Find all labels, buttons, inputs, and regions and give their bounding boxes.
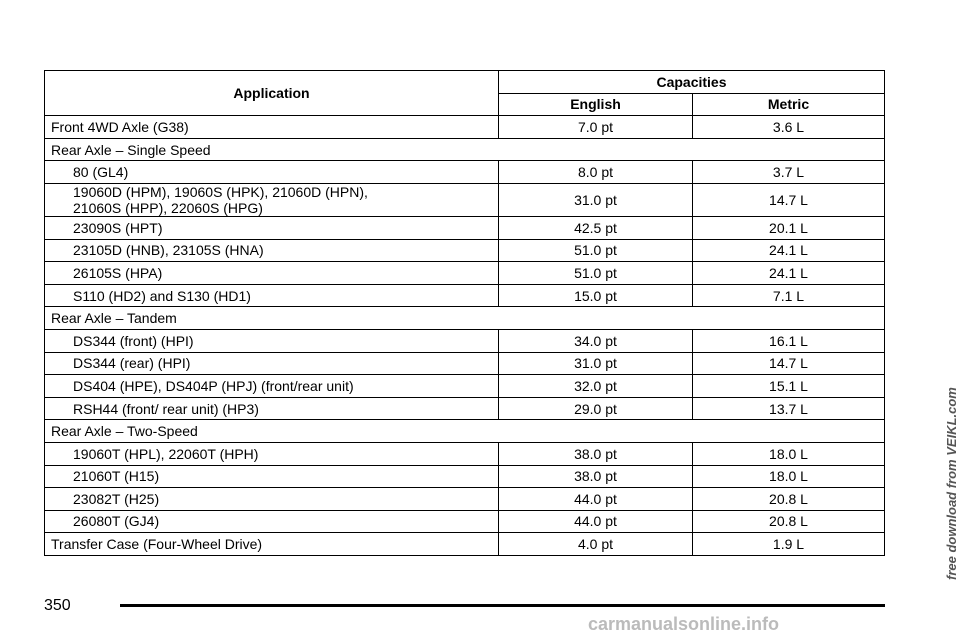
table-row: 26080T (GJ4) 44.0 pt 20.8 L [44, 509, 885, 534]
value-cell: 4.0 pt [498, 532, 693, 556]
value-cell: 18.0 L [692, 464, 885, 489]
value-cell: 24.1 L [692, 238, 885, 263]
header-cell: English [498, 92, 693, 117]
section-cell: Rear Axle – Single Speed [44, 137, 885, 162]
value-cell: 3.6 L [692, 115, 885, 139]
watermark: free download from VEIKL.com [944, 387, 959, 580]
table-row: 23105D (HNB), 23105S (HNA) 51.0 pt 24.1 L [44, 238, 885, 263]
footer-rule [120, 604, 885, 607]
value-cell: 14.7 L [692, 351, 885, 376]
table-body: Front 4WD Axle (G38) 7.0 pt 3.6 L Rear Axle… [44, 115, 885, 556]
value-cell: 18.0 L [692, 441, 885, 466]
header-cell: Metric [692, 92, 885, 117]
value-cell: 16.1 L [692, 328, 885, 353]
page-number: 350 [44, 597, 71, 614]
value-cell: 15.1 L [692, 374, 885, 398]
table-row: DS404 (HPE), DS404P (HPJ) (front/rear un… [44, 374, 885, 398]
table-row: 80 (GL4) 8.0 pt 3.7 L [44, 160, 885, 184]
application-cell: Front 4WD Axle (G38) [44, 115, 499, 139]
value-cell: 7.0 pt [498, 115, 693, 139]
application-cell: 19060D (HPM), 19060S (HPK), 21060D (HPN)… [44, 182, 499, 217]
value-cell: 38.0 pt [498, 464, 693, 489]
application-cell: 23105D (HNB), 23105S (HNA) [44, 238, 499, 263]
section-cell: Rear Axle – Two-Speed [44, 419, 885, 443]
application-cell: 23082T (H25) [44, 487, 499, 511]
section-cell: Rear Axle – Tandem [44, 306, 885, 330]
value-cell: 20.1 L [692, 215, 885, 240]
value-cell: 38.0 pt [498, 441, 693, 466]
value-cell: 3.7 L [692, 160, 885, 184]
application-cell: RSH44 (front/ rear unit) (HP3) [44, 396, 499, 421]
application-cell: 19060T (HPL), 22060T (HPH) [44, 441, 499, 466]
table-row: 23090S (HPT) 42.5 pt 20.1 L [44, 215, 885, 240]
application-cell: 26105S (HPA) [44, 261, 499, 285]
table-row: DS344 (front) (HPI) 34.0 pt 16.1 L [44, 328, 885, 353]
value-cell: 34.0 pt [498, 328, 693, 353]
value-cell: 32.0 pt [498, 374, 693, 398]
table-row: 21060T (H15) 38.0 pt 18.0 L [44, 464, 885, 489]
value-cell: 24.1 L [692, 261, 885, 285]
value-cell: 29.0 pt [498, 396, 693, 421]
section-row: Rear Axle – Single Speed [44, 137, 885, 162]
value-cell: 44.0 pt [498, 487, 693, 511]
value-cell: 14.7 L [692, 182, 885, 217]
table-row: RSH44 (front/ rear unit) (HP3) 29.0 pt 13.… [44, 396, 885, 421]
value-cell: 42.5 pt [498, 215, 693, 240]
value-cell: 20.8 L [692, 509, 885, 534]
value-cell: 1.9 L [692, 532, 885, 556]
application-cell: S110 (HD2) and S130 (HD1) [44, 283, 499, 308]
value-cell: 31.0 pt [498, 182, 693, 217]
value-cell: 31.0 pt [498, 351, 693, 376]
value-cell: 15.0 pt [498, 283, 693, 308]
capacity-table: Application Capacities English Metric Fr… [44, 69, 885, 556]
header-cell: Application [44, 69, 499, 117]
application-cell: 23090S (HPT) [44, 215, 499, 240]
value-cell: 51.0 pt [498, 238, 693, 263]
table-row: DS344 (rear) (HPI) 31.0 pt 14.7 L [44, 351, 885, 376]
value-cell: 51.0 pt [498, 261, 693, 285]
table-row: Transfer Case (Four-Wheel Drive) 4.0 pt 1.… [44, 532, 885, 556]
application-cell: 26080T (GJ4) [44, 509, 499, 534]
value-cell: 44.0 pt [498, 509, 693, 534]
table-row: 23082T (H25) 44.0 pt 20.8 L [44, 487, 885, 511]
header-cell: Capacities [498, 70, 885, 94]
application-cell: Transfer Case (Four-Wheel Drive) [44, 532, 499, 556]
value-cell: 7.1 L [692, 283, 885, 308]
application-cell: 21060T (H15) [44, 464, 499, 489]
table-row: S110 (HD2) and S130 (HD1) 15.0 pt 7.1 L [44, 283, 885, 308]
section-row: Rear Axle – Tandem [44, 306, 885, 330]
value-cell: 20.8 L [692, 487, 885, 511]
application-cell: DS344 (rear) (HPI) [44, 351, 499, 376]
site-name: carmanualsonline.info [588, 614, 780, 634]
value-cell: 8.0 pt [498, 160, 693, 184]
value-cell: 13.7 L [692, 396, 885, 421]
table-row: 19060T (HPL), 22060T (HPH) 38.0 pt 18.0 L [44, 441, 885, 466]
table-row: 26105S (HPA) 51.0 pt 24.1 L [44, 261, 885, 285]
table-row: 19060D (HPM), 19060S (HPK), 21060D (HPN)… [44, 182, 885, 217]
section-row: Rear Axle – Two-Speed [44, 419, 885, 443]
application-cell: DS404 (HPE), DS404P (HPJ) (front/rear un… [44, 374, 499, 398]
table-row: Front 4WD Axle (G38) 7.0 pt 3.6 L [44, 115, 885, 139]
application-cell: DS344 (front) (HPI) [44, 328, 499, 353]
application-cell: 80 (GL4) [44, 160, 499, 184]
